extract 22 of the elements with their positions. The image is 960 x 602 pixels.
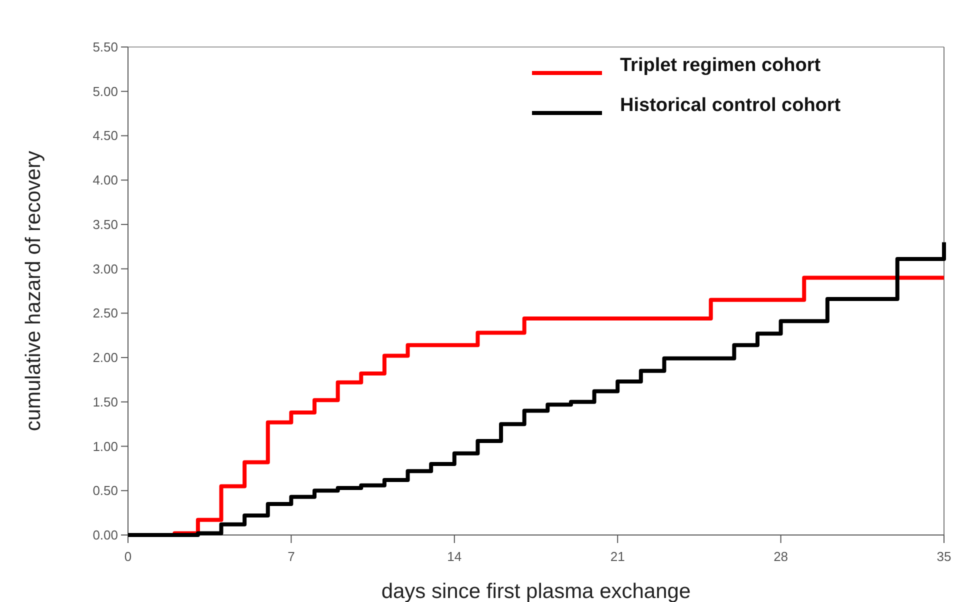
x-tick-label: 14 xyxy=(447,549,462,564)
y-tick-label: 5.00 xyxy=(92,84,118,99)
y-axis-title: cumulative hazard of recovery xyxy=(22,150,45,432)
y-tick-label: 1.00 xyxy=(92,438,118,454)
y-tick-label: 0.00 xyxy=(92,528,118,542)
x-tick-label: 0 xyxy=(124,549,132,564)
y-tick-label: 1.50 xyxy=(92,394,118,410)
legend-label: Historical control cohort xyxy=(620,95,842,116)
y-tick-label: 4.50 xyxy=(92,128,118,144)
y-tick-label: 2.00 xyxy=(92,350,118,366)
y-tick-label: 3.00 xyxy=(92,261,118,276)
x-tick-label: 7 xyxy=(288,549,295,564)
x-tick-label: 28 xyxy=(774,549,788,564)
y-tick-label: 2.50 xyxy=(92,306,118,321)
legend-label: Triplet regimen cohort xyxy=(620,55,822,76)
y-tick-label: 4.00 xyxy=(92,172,118,188)
y-tick-label: 3.50 xyxy=(92,216,118,232)
y-tick-label: 0.50 xyxy=(92,483,118,498)
x-tick-label: 21 xyxy=(610,549,625,564)
y-tick-label: 5.50 xyxy=(92,40,118,54)
x-tick-label: 35 xyxy=(936,549,952,564)
x-axis-title: days since first plasma exchange xyxy=(381,580,691,602)
